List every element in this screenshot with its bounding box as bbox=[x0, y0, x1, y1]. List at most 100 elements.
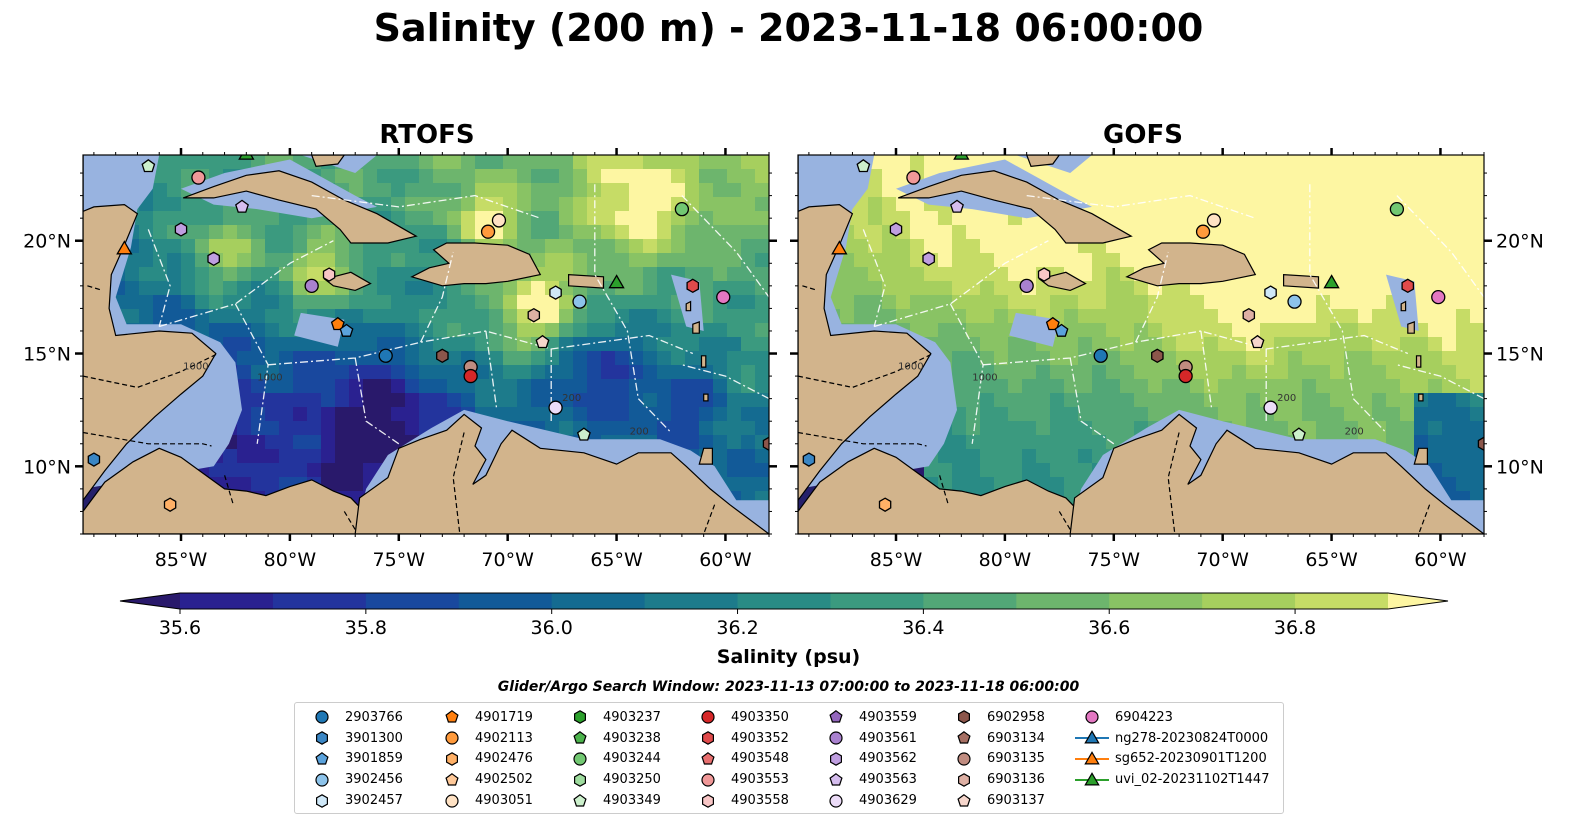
legend-entry: 3901859 bbox=[305, 749, 403, 770]
float-marker bbox=[1291, 427, 1306, 441]
isobath-label: 200 bbox=[562, 393, 581, 404]
float-marker bbox=[878, 497, 892, 512]
colorbar-tick-label: 36.4 bbox=[902, 617, 944, 639]
legend-entry: 4903563 bbox=[819, 769, 917, 790]
float-marker bbox=[1019, 278, 1034, 293]
country-border bbox=[83, 431, 212, 447]
float-marker bbox=[906, 170, 921, 185]
triangle-marker-icon bbox=[1075, 730, 1109, 744]
float-marker bbox=[535, 334, 550, 349]
float-marker bbox=[1323, 274, 1340, 289]
map-panel-gofs: 1000 1000 200 200 85°W 80°W 75°W 70°W 65°W 60°W 10… bbox=[790, 148, 1544, 571]
lon-tick-label: 80°W bbox=[264, 549, 317, 571]
colorbar-bin bbox=[1202, 593, 1296, 609]
country-border bbox=[452, 432, 465, 534]
float-marker bbox=[330, 316, 345, 331]
legend-entry: 4903244 bbox=[563, 749, 661, 770]
land-mass bbox=[1418, 393, 1424, 402]
country-border bbox=[798, 352, 934, 389]
colorbar-bin bbox=[458, 593, 553, 609]
eez-boundary bbox=[485, 330, 498, 410]
lat-tick-label: 20°N bbox=[23, 231, 71, 253]
legend-column: 4903350 4903352 4903548 4903553 4903558 bbox=[691, 707, 789, 811]
float-marker bbox=[1250, 334, 1265, 349]
legend-column: 6904223 ng278-20230824T0000 sg652-20230901… bbox=[1075, 707, 1269, 790]
float-marker bbox=[889, 222, 903, 237]
colorbar-bin bbox=[1295, 593, 1389, 609]
float-marker bbox=[174, 222, 188, 237]
legend-entry: 4902502 bbox=[435, 769, 533, 790]
float-marker bbox=[207, 251, 220, 267]
float-marker bbox=[1045, 316, 1060, 331]
legend-label: 4903349 bbox=[603, 793, 661, 809]
land-mass bbox=[1283, 273, 1320, 289]
float-marker bbox=[463, 368, 478, 384]
hexagon-marker-icon bbox=[574, 710, 586, 725]
legend-label: 4903051 bbox=[475, 793, 533, 809]
float-marker bbox=[191, 170, 206, 185]
legend-label: 3901300 bbox=[345, 730, 403, 746]
circle-marker-icon bbox=[1085, 710, 1099, 724]
land-mass bbox=[1125, 242, 1257, 287]
float-marker bbox=[163, 497, 177, 512]
pentagon-marker-icon bbox=[957, 793, 971, 807]
legend-label: 4902502 bbox=[475, 772, 533, 788]
legend-entry: 4903548 bbox=[691, 749, 789, 770]
legend-column: 4901719 4902113 4902476 4902502 4903051 bbox=[435, 707, 533, 811]
lat-tick-label: 10°N bbox=[1496, 456, 1544, 478]
colorbar-bin bbox=[272, 593, 367, 609]
pentagon-marker-icon bbox=[573, 731, 587, 744]
float-marker bbox=[1242, 307, 1256, 323]
eez-boundary bbox=[681, 195, 769, 298]
hexagon-marker-icon bbox=[958, 710, 970, 725]
float-marker bbox=[491, 213, 507, 228]
eez-boundary bbox=[311, 194, 541, 219]
legend-label: 3902457 bbox=[345, 793, 403, 809]
float-marker bbox=[1263, 400, 1278, 415]
eez-boundary bbox=[1200, 330, 1213, 410]
legend-entry: 2903766 bbox=[305, 707, 403, 728]
colorbar-bin bbox=[1016, 593, 1110, 609]
legend-label: 6902958 bbox=[987, 709, 1045, 725]
land-mass bbox=[410, 242, 542, 287]
country-border bbox=[343, 511, 356, 530]
land-mass bbox=[182, 170, 418, 244]
lon-tick-label: 70°W bbox=[481, 549, 534, 571]
legend-label: 4903250 bbox=[603, 772, 661, 788]
legend-entry: 4903250 bbox=[563, 769, 661, 790]
legend-column: 2903766 3901300 3901859 3902456 3902457 bbox=[305, 707, 403, 811]
float-marker bbox=[686, 278, 700, 294]
country-border bbox=[1167, 432, 1180, 534]
float-marker bbox=[802, 452, 816, 467]
triangle-marker-icon bbox=[1075, 771, 1109, 786]
colorbar-tick-label: 36.6 bbox=[1088, 617, 1130, 639]
pentagon-marker-icon bbox=[829, 772, 843, 786]
colorbar-tick-label: 35.6 bbox=[159, 617, 201, 639]
circle-marker-icon bbox=[573, 752, 587, 766]
float-marker bbox=[527, 307, 541, 323]
colorbar: 35.6 35.8 36.0 36.2 36.4 36.6 36.8 bbox=[119, 592, 1449, 639]
eez-boundary bbox=[420, 251, 454, 343]
legend-entry: 6902958 bbox=[947, 707, 1045, 728]
eez-boundary bbox=[1069, 357, 1115, 445]
land-mass bbox=[1400, 300, 1407, 312]
lon-tick-label: 85°W bbox=[870, 549, 923, 571]
legend-entry: uvi_02-20231102T1447 bbox=[1075, 769, 1269, 790]
colorbar-bin bbox=[830, 593, 924, 609]
country-border bbox=[798, 431, 927, 447]
legend-label: 4903559 bbox=[859, 709, 917, 725]
pentagon-marker-icon bbox=[957, 731, 971, 744]
isobath-label: 1000 bbox=[972, 373, 997, 384]
land-mass bbox=[685, 300, 692, 312]
legend-entry: 4903629 bbox=[819, 790, 917, 811]
float-marker bbox=[116, 240, 133, 255]
legend-entry: ng278-20230824T0000 bbox=[1075, 728, 1269, 749]
legend-label: 4903548 bbox=[731, 751, 789, 767]
legend-label: 4903244 bbox=[603, 751, 661, 767]
colorbar-bin bbox=[180, 593, 274, 609]
eez-boundary bbox=[354, 357, 400, 445]
lon-tick-label: 65°W bbox=[1305, 549, 1358, 571]
land-mass bbox=[1069, 413, 1484, 534]
float-marker bbox=[1037, 267, 1051, 282]
isobath-label: 200 bbox=[1345, 427, 1364, 438]
